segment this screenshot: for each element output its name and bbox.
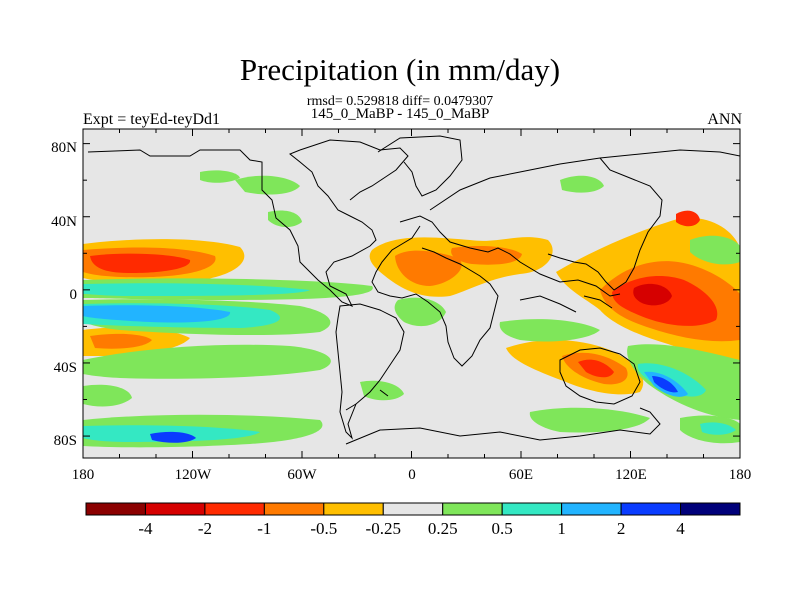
colorbar-label: -0.5 <box>310 519 338 538</box>
anomaly-region <box>360 380 404 401</box>
colorbar-label: 2 <box>616 519 626 538</box>
anomaly-region <box>268 210 302 228</box>
x-tick-label: 0 <box>408 467 416 483</box>
y-tick-label: 80N <box>51 140 77 156</box>
colorbar <box>85 502 741 516</box>
anomaly-region <box>90 253 191 273</box>
australia-coast <box>559 347 641 405</box>
anomaly-region <box>690 235 740 265</box>
y-tick-label: 40S <box>53 360 77 376</box>
anomaly-region <box>700 422 736 435</box>
anomaly-region <box>83 283 310 296</box>
anomaly-region <box>200 170 240 183</box>
colorbar-box <box>680 502 741 516</box>
colorbar-label: -2 <box>197 519 212 538</box>
anomaly-region <box>83 384 132 407</box>
colorbar-box <box>501 502 563 516</box>
plot-title: Precipitation (in mm/day) <box>239 52 561 87</box>
map-field <box>83 129 740 458</box>
colorbar-box <box>263 502 325 516</box>
x-tick-label: 180 <box>71 467 95 483</box>
asia-coast <box>429 149 740 291</box>
colorbar-label: 0.5 <box>491 519 513 538</box>
anomaly-region <box>83 305 231 323</box>
x-tick-label: 60W <box>287 467 317 483</box>
colorbar-label: 1 <box>557 519 566 538</box>
colorbar-box <box>323 502 384 516</box>
x-tick-label: 120E <box>615 467 647 483</box>
anomaly-region <box>652 376 678 393</box>
colorbar-box <box>561 502 622 516</box>
islands-coast <box>345 295 613 411</box>
colorbar-label: -0.25 <box>365 519 401 538</box>
anomaly-region <box>529 407 650 433</box>
experiment-label: Expt = teyEd-teyDd1 <box>83 111 220 128</box>
anomaly-region <box>150 431 196 443</box>
colorbar-box <box>620 502 682 516</box>
colorbar-label: -1 <box>257 519 272 538</box>
anomaly-region <box>83 344 331 379</box>
north-america-coast <box>87 149 377 307</box>
colorbar-box <box>382 502 444 516</box>
y-tick-label: 40N <box>51 214 77 230</box>
axis-ticks <box>82 129 741 458</box>
anomaly-region <box>560 175 604 193</box>
anomaly-region <box>90 333 152 349</box>
anomaly-region <box>676 210 700 227</box>
colorbar-label: -4 <box>138 519 153 538</box>
anomaly-region <box>395 250 462 286</box>
arctic-islands-coast <box>299 139 409 201</box>
anomaly-region <box>235 175 300 195</box>
colorbar-box <box>144 502 206 516</box>
y-tick-label: 0 <box>69 287 78 303</box>
anomaly-region <box>499 319 600 342</box>
anomaly-region <box>578 359 614 378</box>
south-america-coast <box>335 303 405 440</box>
colorbar-label: 0.25 <box>427 519 458 538</box>
y-tick-label: 80S <box>53 433 77 449</box>
colorbar-label: 4 <box>676 519 685 538</box>
colorbar-box <box>442 502 503 516</box>
europe-africa-coast <box>371 215 621 367</box>
colorbar-box <box>204 502 265 516</box>
coastlines <box>87 135 740 445</box>
plot-subtitle: 145_0_MaBP - 145_0_MaBP <box>310 106 490 122</box>
x-tick-label: 180 <box>728 467 752 483</box>
season-label: ANN <box>707 111 742 128</box>
x-tick-label: 120W <box>174 467 212 483</box>
colorbar-box <box>85 502 146 516</box>
anomaly-region <box>633 283 672 306</box>
anomaly-region <box>394 297 446 327</box>
antarctica-coast <box>345 407 661 445</box>
greenland-coast <box>377 135 463 197</box>
x-tick-label: 60E <box>508 467 534 483</box>
stats-text: rmsd= 0.529818 diff= 0.0479307 <box>306 94 494 109</box>
